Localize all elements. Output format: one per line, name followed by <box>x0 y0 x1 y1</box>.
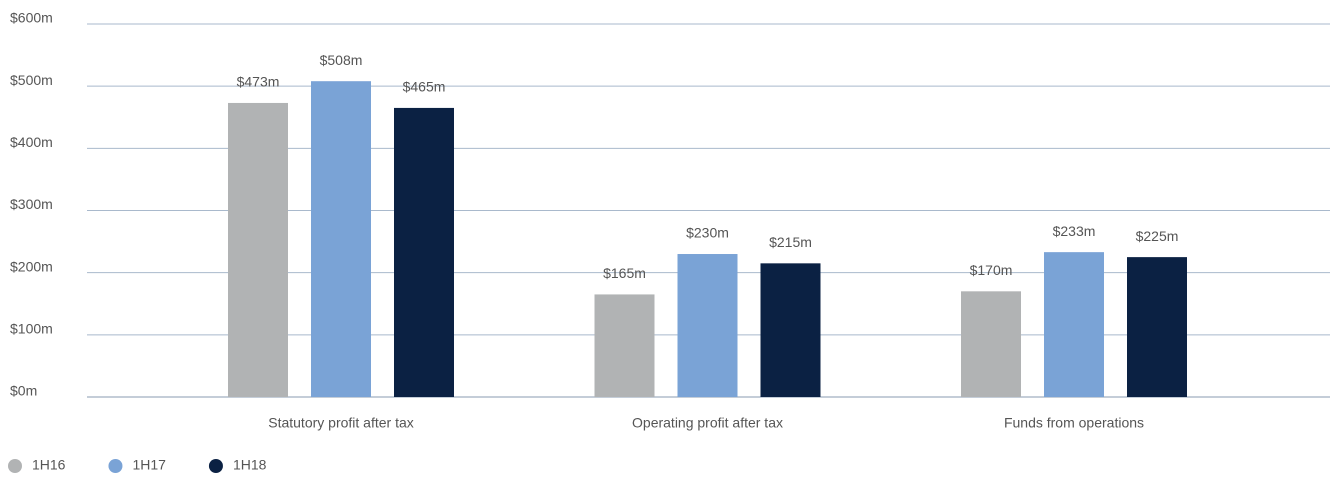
bar <box>228 102 288 398</box>
legend-swatch <box>208 459 223 473</box>
value-label: $170m <box>970 262 1013 278</box>
x-tick-label: Operating profit after tax <box>632 415 783 431</box>
bar <box>311 81 371 398</box>
y-tick-label: $200m <box>10 258 53 274</box>
y-tick-label: $100m <box>10 321 53 337</box>
y-tick-label: $300m <box>10 196 53 212</box>
bar <box>961 291 1021 397</box>
value-label: $465m <box>403 79 446 95</box>
bar <box>594 294 655 397</box>
bar <box>1127 257 1187 397</box>
value-label: $230m <box>686 225 729 241</box>
legend-swatch <box>8 459 22 473</box>
bar <box>394 107 454 398</box>
y-tick-label: $600m <box>10 10 53 26</box>
y-tick-label: $500m <box>10 72 53 88</box>
y-tick-label: $400m <box>10 134 53 150</box>
value-label: $225m <box>1136 228 1179 244</box>
value-label: $508m <box>320 52 363 68</box>
legend-label: 1H18 <box>233 457 267 473</box>
value-label: $215m <box>769 234 812 250</box>
legend-label: 1H17 <box>132 457 166 473</box>
value-label: $233m <box>1053 223 1096 239</box>
y-tick-label: $0m <box>10 383 37 399</box>
x-tick-label: Statutory profit after tax <box>268 415 414 431</box>
legend-label: 1H16 <box>32 457 66 473</box>
x-tick-label: Funds from operations <box>1004 415 1144 431</box>
legend-swatch <box>108 459 123 473</box>
value-label: $473m <box>237 74 280 90</box>
value-label: $165m <box>603 265 646 281</box>
bar <box>677 254 738 397</box>
bar <box>760 263 821 397</box>
bar <box>1044 252 1104 397</box>
